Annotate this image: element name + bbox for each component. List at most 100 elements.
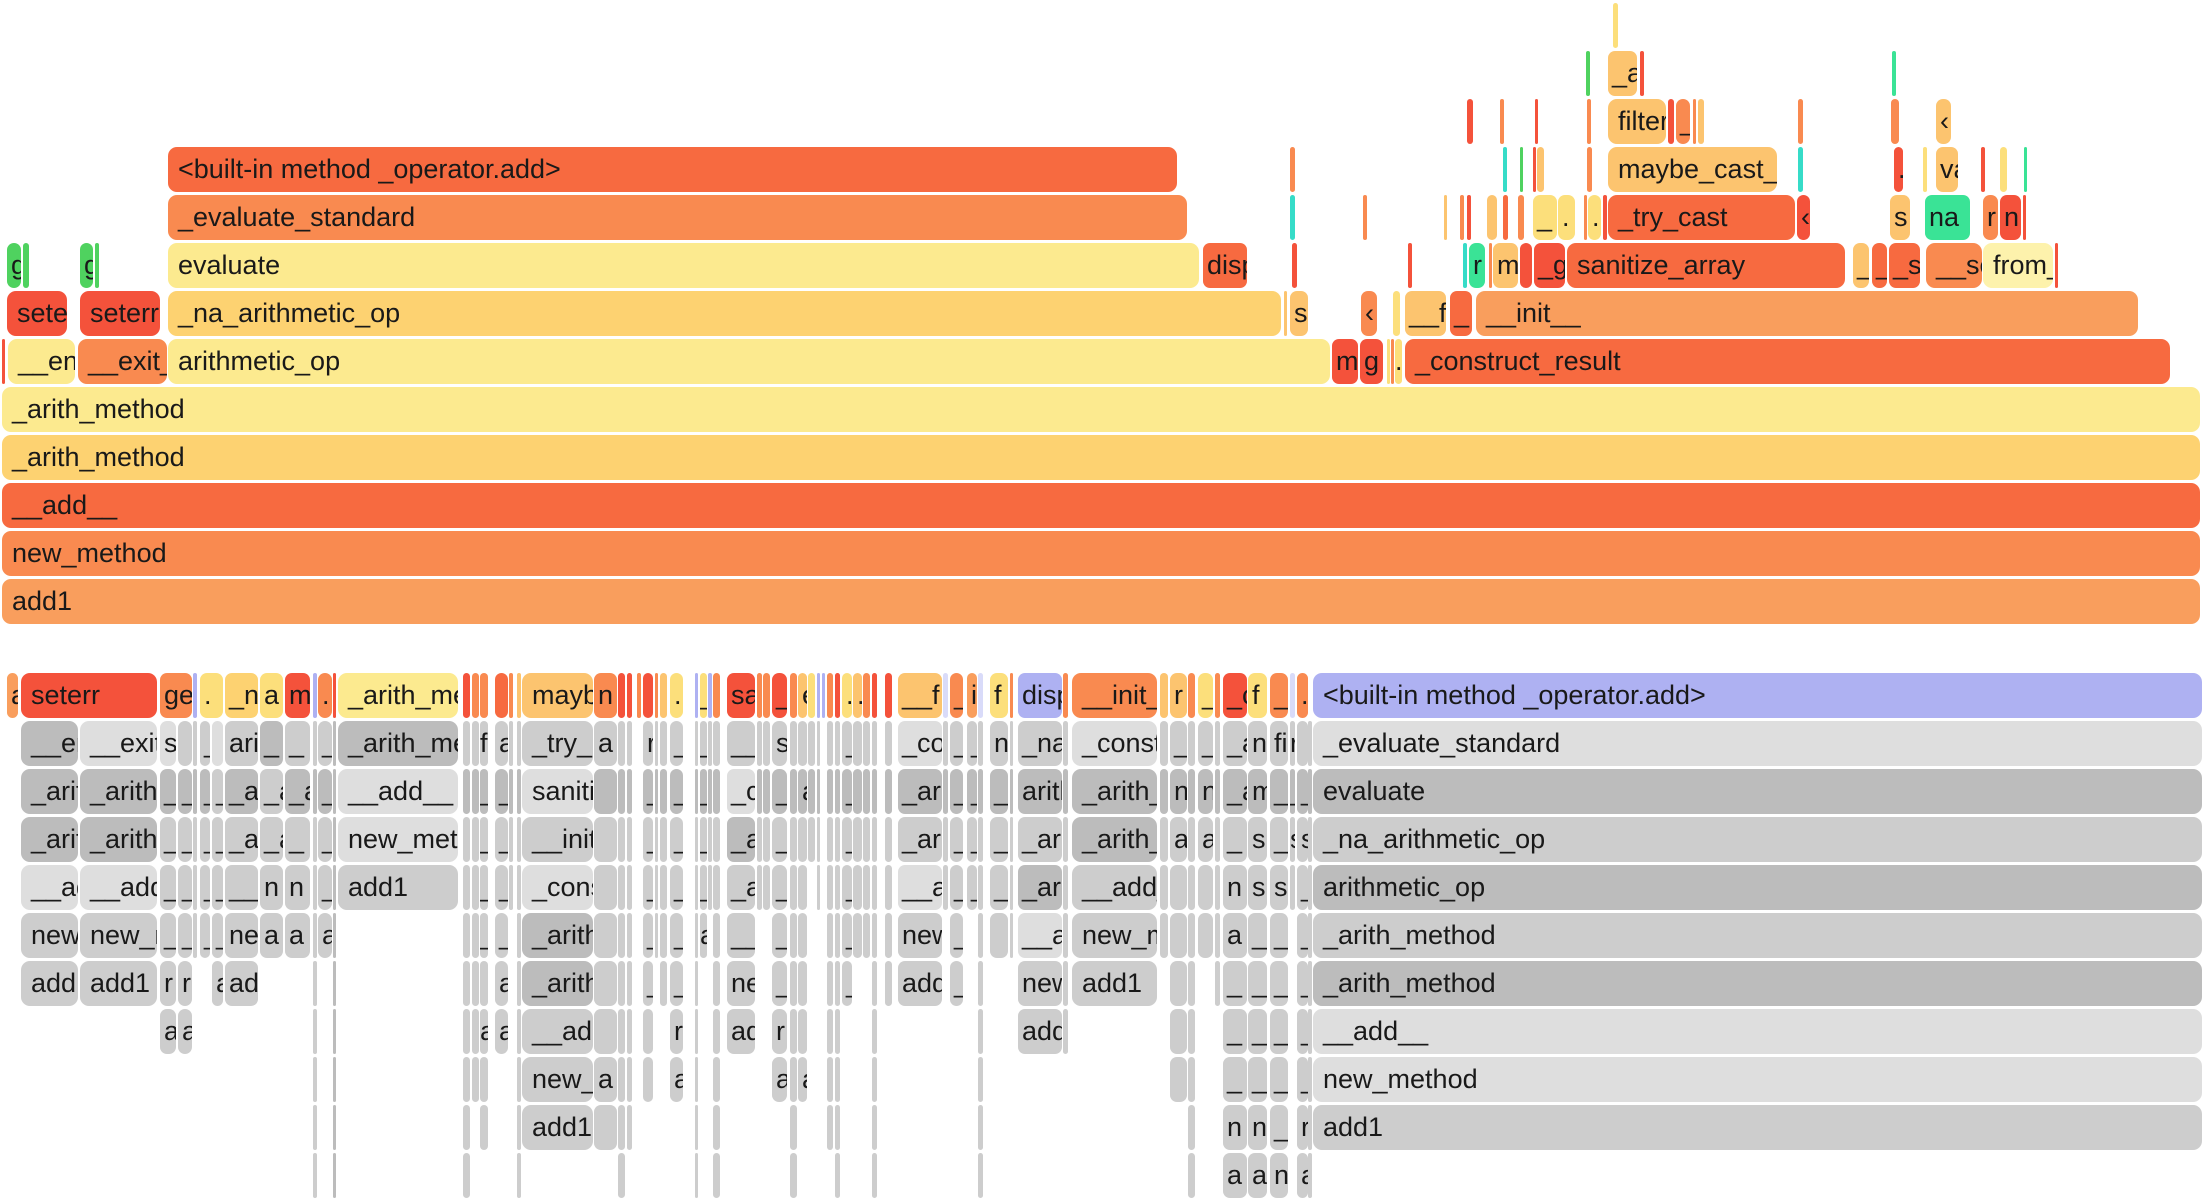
flame-frame[interactable]: [1460, 195, 1464, 240]
caller-cell[interactable]: [1215, 913, 1220, 958]
caller-cell[interactable]: add1: [80, 961, 157, 1006]
caller-cell[interactable]: [708, 817, 712, 862]
caller-cell[interactable]: _: [480, 913, 488, 958]
caller-cell[interactable]: a: [594, 721, 617, 766]
caller-cell[interactable]: _a: [260, 817, 283, 862]
flame-frame[interactable]: [1363, 195, 1367, 240]
caller-cell[interactable]: a: [1297, 1153, 1308, 1198]
caller-cell[interactable]: [594, 865, 617, 910]
caller-cell[interactable]: n: [1248, 721, 1267, 766]
flame-frame[interactable]: g: [7, 243, 21, 288]
bottom-frame-header[interactable]: a: [260, 673, 283, 718]
caller-cell[interactable]: [655, 865, 658, 910]
bottom-frame-header[interactable]: [1215, 673, 1220, 718]
flame-frame[interactable]: r: [1469, 243, 1485, 288]
caller-cell[interactable]: [713, 769, 720, 814]
caller-cell[interactable]: [517, 1105, 521, 1150]
caller-cell[interactable]: [863, 913, 870, 958]
caller-cell[interactable]: [212, 721, 223, 766]
caller-cell[interactable]: add1: [1313, 1105, 2202, 1150]
flame-frame[interactable]: [1290, 147, 1295, 192]
bottom-frame-header[interactable]: [480, 673, 488, 718]
caller-cell[interactable]: _: [318, 817, 332, 862]
caller-cell[interactable]: [618, 1153, 625, 1198]
bottom-frame-header[interactable]: [757, 673, 762, 718]
bottom-frame-header[interactable]: .: [200, 673, 223, 718]
caller-cell[interactable]: add1: [1072, 961, 1157, 1006]
flame-frame[interactable]: m: [1332, 339, 1358, 384]
caller-cell[interactable]: [1063, 865, 1068, 910]
caller-cell[interactable]: [333, 721, 336, 766]
bottom-frame-header[interactable]: m: [285, 673, 310, 718]
flame-frame[interactable]: [1798, 99, 1803, 144]
caller-cell[interactable]: _construct_result: [522, 865, 593, 910]
caller-cell[interactable]: [313, 1153, 317, 1198]
caller-cell[interactable]: [978, 721, 983, 766]
caller-cell[interactable]: new_method: [225, 913, 258, 958]
flame-frame[interactable]: _arith_method: [2, 387, 2200, 432]
caller-cell[interactable]: [943, 769, 948, 814]
caller-cell[interactable]: [618, 721, 625, 766]
bottom-frame-header[interactable]: _: [700, 673, 707, 718]
caller-cell[interactable]: _: [1270, 817, 1288, 862]
caller-cell[interactable]: [827, 1009, 833, 1054]
caller-cell[interactable]: _: [480, 769, 488, 814]
flame-frame[interactable]: [1408, 243, 1412, 288]
caller-cell[interactable]: [1198, 865, 1213, 910]
caller-cell[interactable]: _arith_method: [1313, 961, 2202, 1006]
caller-cell[interactable]: [695, 1153, 698, 1198]
caller-cell[interactable]: [790, 817, 797, 862]
caller-cell[interactable]: _arith_method: [898, 817, 942, 862]
caller-cell[interactable]: [695, 913, 698, 958]
caller-cell[interactable]: [835, 913, 840, 958]
caller-cell[interactable]: [660, 913, 667, 958]
caller-cell[interactable]: _: [967, 721, 977, 766]
caller-cell[interactable]: _: [1223, 961, 1247, 1006]
caller-cell[interactable]: [1010, 817, 1013, 862]
caller-cell[interactable]: [978, 1153, 983, 1198]
caller-cell[interactable]: r: [772, 1009, 787, 1054]
bottom-frame-header[interactable]: [978, 673, 983, 718]
caller-cell[interactable]: [1308, 721, 1312, 766]
bottom-frame-header[interactable]: __f: [898, 673, 942, 718]
caller-cell[interactable]: a: [670, 1057, 683, 1102]
caller-cell[interactable]: [517, 1057, 521, 1102]
caller-cell[interactable]: [463, 961, 470, 1006]
caller-cell[interactable]: [594, 769, 617, 814]
caller-cell[interactable]: [333, 769, 336, 814]
bottom-frame-header[interactable]: .: [842, 673, 852, 718]
flame-frame[interactable]: [1292, 243, 1297, 288]
bottom-frame-header[interactable]: disp: [1018, 673, 1062, 718]
caller-cell[interactable]: _: [643, 961, 653, 1006]
bottom-frame-header[interactable]: _: [772, 673, 787, 718]
flame-frame[interactable]: new_method: [2, 531, 2200, 576]
flame-frame[interactable]: [1584, 195, 1587, 240]
caller-cell[interactable]: _: [160, 817, 176, 862]
flame-frame[interactable]: __se: [1926, 243, 1982, 288]
flame-frame[interactable]: [1290, 195, 1295, 240]
caller-cell[interactable]: [472, 769, 479, 814]
flame-frame[interactable]: [1798, 147, 1803, 192]
caller-cell[interactable]: a: [772, 1057, 787, 1102]
flame-frame[interactable]: [1503, 195, 1508, 240]
caller-cell[interactable]: [713, 913, 720, 958]
bottom-frame-header[interactable]: [637, 673, 641, 718]
caller-cell[interactable]: n: [1170, 769, 1187, 814]
caller-cell[interactable]: [313, 769, 317, 814]
flame-frame[interactable]: _na_arithmetic_op: [168, 291, 1281, 336]
caller-cell[interactable]: [480, 961, 488, 1006]
caller-cell[interactable]: [978, 1105, 983, 1150]
caller-cell[interactable]: s: [1248, 817, 1267, 862]
caller-cell[interactable]: _arith_method: [21, 817, 78, 862]
caller-cell[interactable]: [817, 817, 820, 862]
caller-cell[interactable]: [618, 1009, 625, 1054]
caller-cell[interactable]: [1010, 721, 1013, 766]
caller-cell[interactable]: ad: [495, 1009, 508, 1054]
flame-frame[interactable]: _: [1853, 243, 1869, 288]
caller-cell[interactable]: _: [990, 817, 1008, 862]
caller-cell[interactable]: [695, 1057, 698, 1102]
caller-cell[interactable]: arithmetic_op: [1313, 865, 2202, 910]
caller-cell[interactable]: _: [1248, 913, 1267, 958]
caller-cell[interactable]: _: [1270, 961, 1288, 1006]
caller-cell[interactable]: [193, 865, 197, 910]
